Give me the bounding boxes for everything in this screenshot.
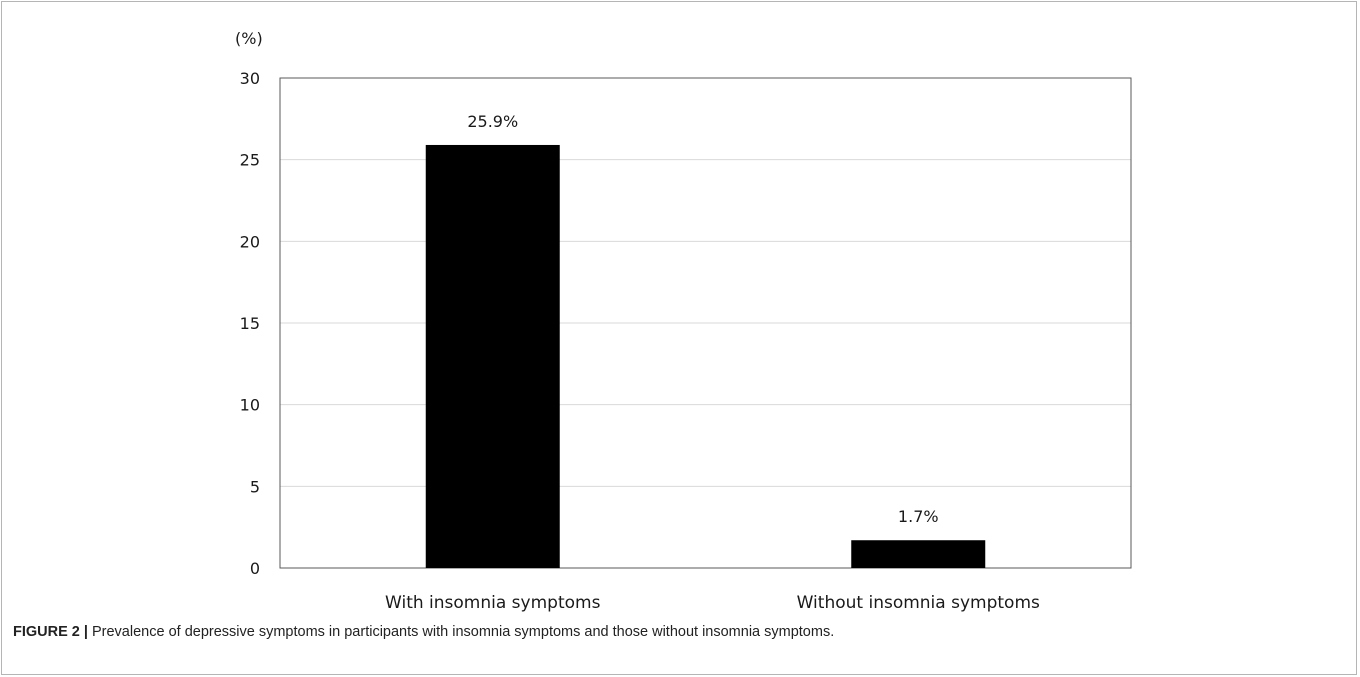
plot-area-border [279, 77, 1132, 569]
bar-chart: 0 5 10 15 20 25 30 25.9% 1.7% With insomnia sym… [235, 29, 1132, 613]
bar-data-label: 25.9% [467, 112, 518, 131]
y-tick-label: 5 [250, 477, 260, 496]
figure-caption-text: Prevalence of depressive symptoms in par… [87, 624, 835, 640]
x-category-label: With insomnia symptoms [385, 593, 601, 613]
x-category-label: Without insomnia symptoms [797, 593, 1040, 613]
y-tick-label: 20 [240, 232, 260, 251]
gridlines [280, 159, 1131, 487]
bar-data-label: 1.7% [898, 507, 939, 526]
y-tick-label: 10 [240, 396, 260, 415]
figure-caption: FIGURE 2 | Prevalence of depressive symp… [13, 624, 1343, 640]
bar [425, 144, 560, 568]
bar [851, 540, 986, 568]
y-tick-label: 25 [240, 151, 260, 170]
y-tick-label: 30 [240, 69, 260, 88]
data-labels: 25.9% 1.7% [467, 112, 938, 526]
y-tick-label: 0 [250, 559, 260, 578]
y-axis-unit-label: (%) [235, 29, 263, 48]
figure-label: FIGURE 2 | [13, 624, 88, 640]
y-axis-ticks: 0 5 10 15 20 25 30 [240, 69, 260, 578]
y-tick-label: 15 [240, 314, 260, 333]
x-axis-categories: With insomnia symptoms Without insomnia s… [385, 593, 1040, 613]
bars [425, 144, 986, 568]
